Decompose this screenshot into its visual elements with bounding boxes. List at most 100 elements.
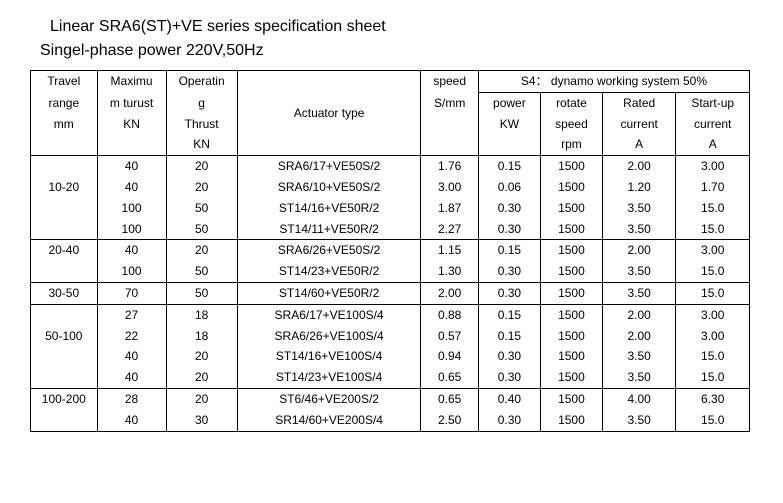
hdr-rated: Rated bbox=[602, 92, 676, 113]
cell-startup-current: 15.0 bbox=[676, 346, 750, 367]
cell-startup-current: 15.0 bbox=[676, 219, 750, 240]
cell-travel-range: 20-40 bbox=[31, 240, 98, 261]
hdr-speed: speed bbox=[421, 71, 478, 93]
cell-max-thrust: 40 bbox=[97, 346, 166, 367]
cell-startup-current: 15.0 bbox=[676, 198, 750, 219]
cell-startup-current: 3.00 bbox=[676, 156, 750, 177]
cell-travel-range bbox=[31, 367, 98, 388]
table-row: 50-1002218SRA6/26+VE100S/40.570.1515002.… bbox=[31, 326, 750, 347]
cell-startup-current: 15.0 bbox=[676, 261, 750, 282]
cell-max-thrust: 40 bbox=[97, 367, 166, 388]
cell-rotate-speed: 1500 bbox=[540, 326, 602, 347]
hdr-start: Start-up bbox=[676, 92, 750, 113]
cell-power: 0.30 bbox=[478, 282, 540, 304]
cell-operating-thrust: 50 bbox=[166, 219, 237, 240]
cell-power: 0.15 bbox=[478, 304, 540, 325]
hdr-start3: A bbox=[676, 134, 750, 155]
cell-actuator-type: SRA6/26+VE50S/2 bbox=[237, 240, 421, 261]
cell-max-thrust: 100 bbox=[97, 261, 166, 282]
cell-rated-current: 2.00 bbox=[602, 326, 676, 347]
cell-actuator-type: SRA6/26+VE100S/4 bbox=[237, 326, 421, 347]
cell-startup-current: 3.00 bbox=[676, 304, 750, 325]
cell-travel-range bbox=[31, 304, 98, 325]
cell-power: 0.30 bbox=[478, 367, 540, 388]
cell-speed: 0.57 bbox=[421, 326, 478, 347]
cell-power: 0.30 bbox=[478, 410, 540, 431]
cell-startup-current: 15.0 bbox=[676, 367, 750, 388]
cell-max-thrust: 100 bbox=[97, 219, 166, 240]
table-row: 2718SRA6/17+VE100S/40.880.1515002.003.00 bbox=[31, 304, 750, 325]
cell-operating-thrust: 20 bbox=[166, 367, 237, 388]
cell-operating-thrust: 18 bbox=[166, 304, 237, 325]
hdr-max2: m turust bbox=[97, 92, 166, 113]
cell-operating-thrust: 50 bbox=[166, 282, 237, 304]
table-row: 100-2002820ST6/46+VE200S/20.650.4015004.… bbox=[31, 388, 750, 409]
cell-operating-thrust: 20 bbox=[166, 240, 237, 261]
cell-speed: 2.27 bbox=[421, 219, 478, 240]
cell-max-thrust: 40 bbox=[97, 410, 166, 431]
cell-actuator-type: ST14/23+VE50R/2 bbox=[237, 261, 421, 282]
cell-speed: 2.00 bbox=[421, 282, 478, 304]
cell-rotate-speed: 1500 bbox=[540, 240, 602, 261]
cell-rated-current: 3.50 bbox=[602, 282, 676, 304]
hdr-rated3: A bbox=[602, 134, 676, 155]
hdr-s4: S4： dynamo working system 50% bbox=[478, 71, 749, 93]
cell-max-thrust: 27 bbox=[97, 304, 166, 325]
cell-actuator-type: SR14/60+VE200S/4 bbox=[237, 410, 421, 431]
cell-rated-current: 3.50 bbox=[602, 410, 676, 431]
hdr-speed-blank2 bbox=[421, 134, 478, 155]
table-row: 10050ST14/16+VE50R/21.870.3015003.5015.0 bbox=[31, 198, 750, 219]
hdr-oper4: KN bbox=[166, 134, 237, 155]
hdr-max: Maximu bbox=[97, 71, 166, 93]
cell-speed: 0.94 bbox=[421, 346, 478, 367]
table-row: 10-204020SRA6/10+VE50S/23.000.0615001.20… bbox=[31, 177, 750, 198]
hdr-rotate: rotate bbox=[540, 92, 602, 113]
cell-max-thrust: 28 bbox=[97, 388, 166, 409]
cell-rated-current: 2.00 bbox=[602, 240, 676, 261]
hdr-power-blank bbox=[478, 134, 540, 155]
cell-travel-range: 50-100 bbox=[31, 326, 98, 347]
cell-startup-current: 3.00 bbox=[676, 326, 750, 347]
cell-rated-current: 2.00 bbox=[602, 304, 676, 325]
cell-max-thrust: 40 bbox=[97, 240, 166, 261]
cell-speed: 3.00 bbox=[421, 177, 478, 198]
cell-operating-thrust: 20 bbox=[166, 156, 237, 177]
hdr-rotate2: speed bbox=[540, 114, 602, 135]
cell-travel-range bbox=[31, 198, 98, 219]
cell-operating-thrust: 20 bbox=[166, 177, 237, 198]
cell-rotate-speed: 1500 bbox=[540, 304, 602, 325]
hdr-oper3: Thrust bbox=[166, 114, 237, 135]
cell-max-thrust: 22 bbox=[97, 326, 166, 347]
hdr-travel2: range bbox=[31, 92, 98, 113]
cell-actuator-type: ST14/60+VE50R/2 bbox=[237, 282, 421, 304]
cell-travel-range: 100-200 bbox=[31, 388, 98, 409]
cell-speed: 0.65 bbox=[421, 367, 478, 388]
hdr-actuator: Actuator type bbox=[237, 71, 421, 156]
table-row: 10050ST14/11+VE50R/22.270.3015003.5015.0 bbox=[31, 219, 750, 240]
cell-actuator-type: ST14/16+VE100S/4 bbox=[237, 346, 421, 367]
table-row: 4020SRA6/17+VE50S/21.760.1515002.003.00 bbox=[31, 156, 750, 177]
cell-power: 0.40 bbox=[478, 388, 540, 409]
cell-operating-thrust: 18 bbox=[166, 326, 237, 347]
hdr-max3: KN bbox=[97, 114, 166, 135]
page-title: Linear SRA6(ST)+VE series specification … bbox=[50, 18, 753, 36]
cell-power: 0.06 bbox=[478, 177, 540, 198]
cell-rotate-speed: 1500 bbox=[540, 282, 602, 304]
cell-travel-range: 10-20 bbox=[31, 177, 98, 198]
cell-actuator-type: SRA6/10+VE50S/2 bbox=[237, 177, 421, 198]
table-header: Travel Maximu Operatin Actuator type spe… bbox=[31, 71, 750, 156]
cell-actuator-type: SRA6/17+VE100S/4 bbox=[237, 304, 421, 325]
cell-travel-range bbox=[31, 156, 98, 177]
cell-startup-current: 1.70 bbox=[676, 177, 750, 198]
cell-rotate-speed: 1500 bbox=[540, 219, 602, 240]
hdr-rated2: current bbox=[602, 114, 676, 135]
cell-power: 0.15 bbox=[478, 326, 540, 347]
cell-startup-current: 3.00 bbox=[676, 240, 750, 261]
cell-rotate-speed: 1500 bbox=[540, 367, 602, 388]
cell-speed: 1.15 bbox=[421, 240, 478, 261]
cell-rated-current: 2.00 bbox=[602, 156, 676, 177]
cell-travel-range bbox=[31, 261, 98, 282]
cell-rated-current: 1.20 bbox=[602, 177, 676, 198]
cell-rated-current: 3.50 bbox=[602, 346, 676, 367]
hdr-rotate3: rpm bbox=[540, 134, 602, 155]
